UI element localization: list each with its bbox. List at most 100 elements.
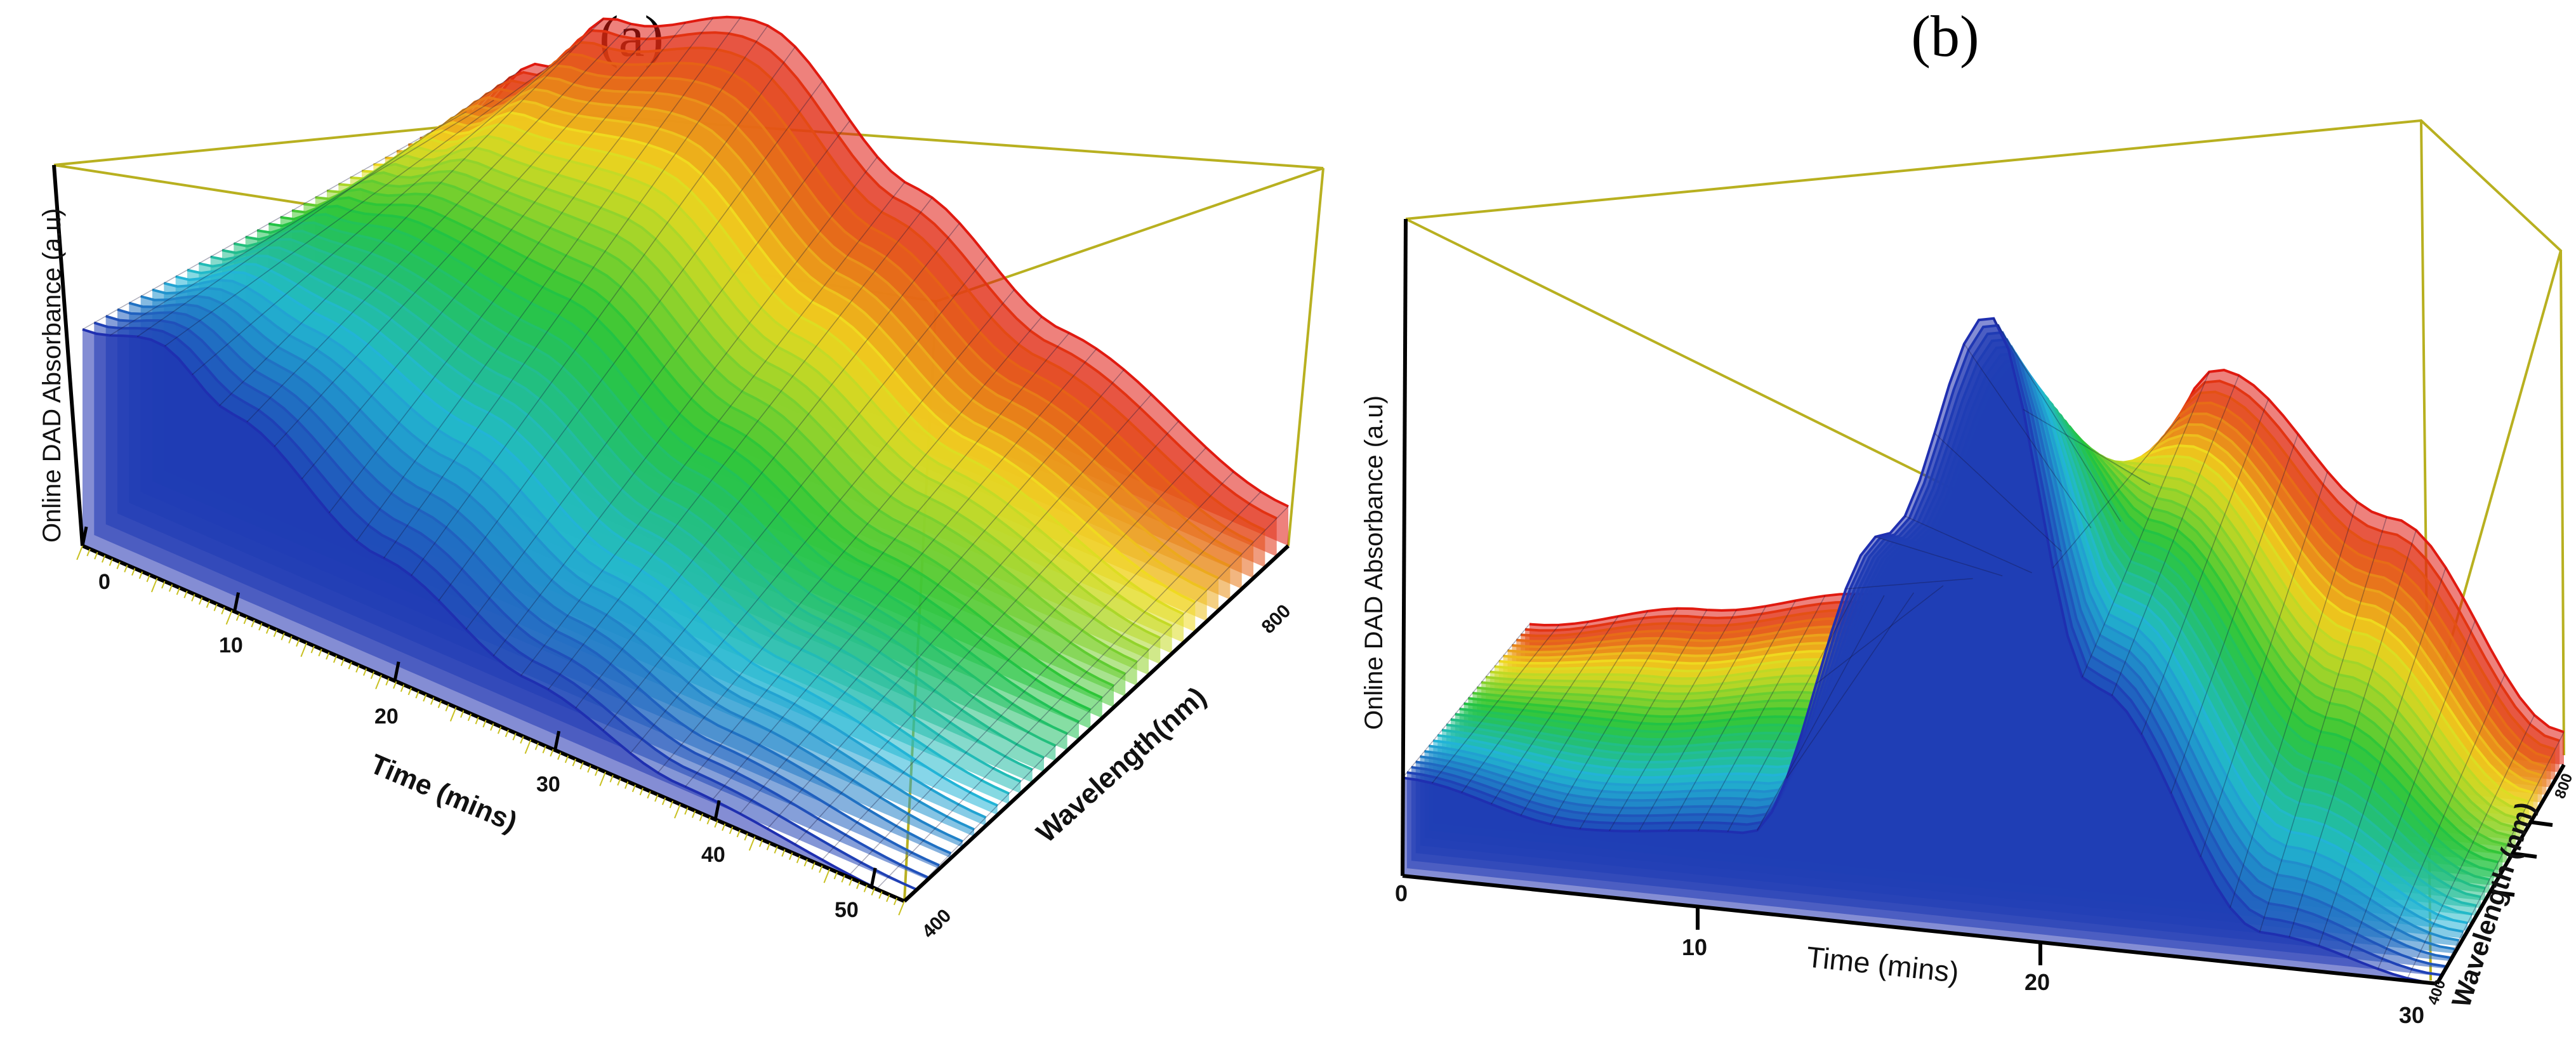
- panel-a-minor-tick: [819, 865, 823, 873]
- panel-b-y-axis: [2435, 763, 2566, 985]
- panel-a-mesh-line: [575, 223, 960, 709]
- panel-a-minor-tick: [823, 868, 831, 883]
- panel-a-spectrum-line: [396, 88, 1219, 579]
- panel-a-mesh-line: [465, 120, 850, 630]
- panel-a-minor-tick: [300, 642, 308, 657]
- panel-a-minor-tick: [564, 755, 569, 763]
- panel-a-mesh-line: [219, 18, 604, 406]
- panel-b-axes: [1401, 218, 2566, 986]
- panel-b-spectrum-line: [1402, 317, 2438, 985]
- panel-a-minor-tick: [886, 894, 890, 902]
- panel-a-mesh-line: [301, 22, 686, 480]
- panel-a-minor-tick: [497, 726, 502, 734]
- panel-a-spectrum-line: [385, 99, 1208, 591]
- panel-a-mesh-line: [849, 471, 1234, 875]
- panel-a-band: [105, 316, 928, 880]
- panel-a-minor-tick: [150, 578, 158, 593]
- panel-a-minor-tick: [94, 552, 98, 560]
- panel-b-mesh-line: [2023, 409, 2151, 485]
- panel-a-minor-tick: [766, 842, 771, 850]
- panel-a-minor-tick: [609, 775, 614, 783]
- panel-a-mesh-line: [164, 66, 549, 347]
- panel-a-minor-tick: [225, 610, 233, 625]
- panel-a-minor-tick: [176, 587, 180, 595]
- panel-b-mesh-line: [1905, 515, 2033, 574]
- panel-a-minor-tick: [898, 901, 905, 916]
- panel-b-label: (b): [1911, 4, 1979, 69]
- panel-a-minor-tick: [101, 555, 106, 563]
- panel-a-minor-tick: [722, 823, 726, 831]
- panel-a-minor-tick: [86, 548, 91, 557]
- panel-a-spectrum-line: [210, 246, 1033, 771]
- panel-a-minor-tick: [512, 732, 517, 741]
- panel-a-major-tick: [869, 868, 877, 888]
- panel-b-mesh-line: [1461, 621, 1589, 793]
- panel-b-xtick-20: 20: [2024, 969, 2050, 995]
- panel-a-minor-tick: [624, 781, 629, 789]
- panel-b-mesh-line: [1550, 608, 1678, 825]
- panel-a-spectrum-line: [408, 76, 1231, 568]
- panel-a-spectrum-line: [82, 328, 905, 902]
- panel-a-minor-tick: [863, 885, 868, 892]
- panel-b-mesh-line: [1609, 609, 1737, 831]
- panel-a-xtick-50: 50: [835, 898, 859, 922]
- panel-b-mesh-line: [2259, 517, 2388, 932]
- panel-a-spectrum-line: [432, 53, 1254, 544]
- panel-a-minor-tick: [617, 778, 621, 786]
- panel-a-spectrum-line: [233, 230, 1057, 747]
- panel-b-xtick-30: 30: [2399, 1002, 2424, 1028]
- panel-b-mesh-line: [1491, 616, 1619, 805]
- panel-a-minor-tick: [714, 820, 718, 828]
- panel-a-spectrum-line: [105, 315, 928, 879]
- panel-a-major-tick: [393, 661, 400, 682]
- panel-a-minor-tick: [385, 678, 390, 686]
- panel-a-minor-tick: [161, 581, 166, 589]
- panel-a-spectrum-line: [268, 204, 1092, 711]
- panel-a-spectrum-line: [338, 146, 1161, 640]
- panel-b-mesh-line: [1520, 611, 1648, 816]
- panel-a-spectrum-line: [175, 270, 998, 807]
- panel-a-spectrum-line: [291, 188, 1114, 687]
- panel-b-xtick-10: 10: [1682, 934, 1707, 960]
- panel-a-surface: [82, 15, 1289, 902]
- panel-a-xtick-40: 40: [701, 843, 725, 867]
- panel-a-spectrum-line: [93, 321, 917, 891]
- panel-b-z-axis: [1401, 218, 1408, 876]
- panel-a-minor-tick: [811, 862, 816, 870]
- panel-a-major-tick: [81, 526, 88, 546]
- panel-a-minor-tick: [550, 749, 554, 757]
- panel-b-mesh-line: [1579, 609, 1708, 829]
- panel-a-spectrum-line: [198, 254, 1022, 783]
- panel-b-mesh-line: [1668, 600, 1796, 831]
- panel-b-major-ticks: [1696, 820, 2553, 965]
- panel-b-mesh-line: [1432, 624, 1560, 784]
- panel-a-minor-tick: [326, 652, 330, 660]
- panel-a-mesh-line: [739, 369, 1125, 814]
- panel-a-minor-tick: [333, 655, 338, 663]
- panel-a-minor-tick: [281, 633, 285, 640]
- panel-b-mesh-line: [1786, 592, 1915, 779]
- panel-a-mesh-line: [246, 23, 631, 423]
- panel-a-minor-tick: [631, 784, 637, 793]
- panel-a-minor-tick: [893, 897, 898, 906]
- panel-a-minor-tick: [146, 574, 150, 583]
- panel-a-mesh-line: [411, 46, 796, 576]
- panel-b-mesh-line: [2436, 732, 2565, 984]
- panel-a-spectrum-line: [163, 279, 987, 819]
- panel-a-minor-tick: [482, 720, 487, 728]
- panel-a-minor-tick: [168, 584, 173, 592]
- panel-a-mesh-line: [383, 25, 769, 558]
- panel-a-minor-tick: [318, 649, 322, 657]
- panel-a-minor-tick: [124, 565, 128, 572]
- panel-a-minor-tick: [557, 752, 562, 760]
- panel-a-minor-tick: [235, 613, 241, 621]
- panel-b-mesh-line: [2170, 433, 2299, 794]
- panel-a-minor-tick: [393, 681, 397, 689]
- panel-a-mesh-line: [821, 447, 1207, 861]
- panel-a-minor-tick: [445, 704, 449, 711]
- panel-a-minor-tick: [849, 878, 853, 886]
- panel-a-minor-tick: [647, 791, 651, 799]
- panel-a-spectrum-line: [221, 238, 1045, 759]
- panel-a-minor-tick: [355, 664, 360, 673]
